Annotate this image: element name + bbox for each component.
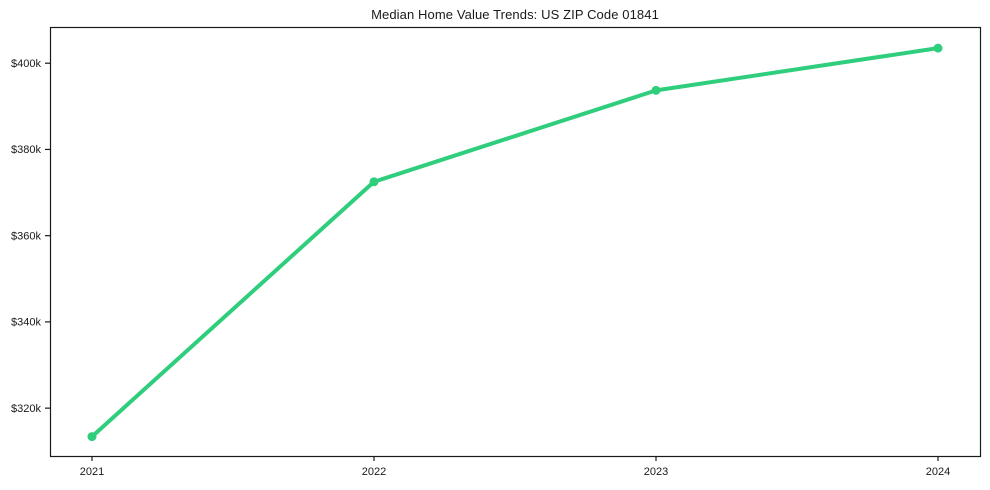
y-axis-tick-label: $380k	[11, 144, 41, 156]
data-point-marker	[369, 177, 379, 187]
y-axis-tick-label: $360k	[11, 230, 41, 242]
y-axis-tick-label: $320k	[11, 403, 41, 415]
data-point-marker	[87, 432, 97, 442]
y-axis-tick-label: $400k	[11, 58, 41, 70]
data-point-marker	[933, 43, 943, 53]
trend-line	[90, 46, 940, 439]
x-axis-tick-label: 2021	[80, 466, 104, 478]
x-axis-tick-label: 2023	[644, 466, 668, 478]
chart-title: Median Home Value Trends: US ZIP Code 01…	[371, 7, 659, 22]
axes-box	[49, 26, 982, 458]
x-axis-tick-label: 2024	[926, 466, 950, 478]
data-point-marker	[651, 85, 661, 95]
x-axis-tick-label: 2022	[362, 466, 386, 478]
y-axis-tick-label: $340k	[11, 317, 41, 329]
